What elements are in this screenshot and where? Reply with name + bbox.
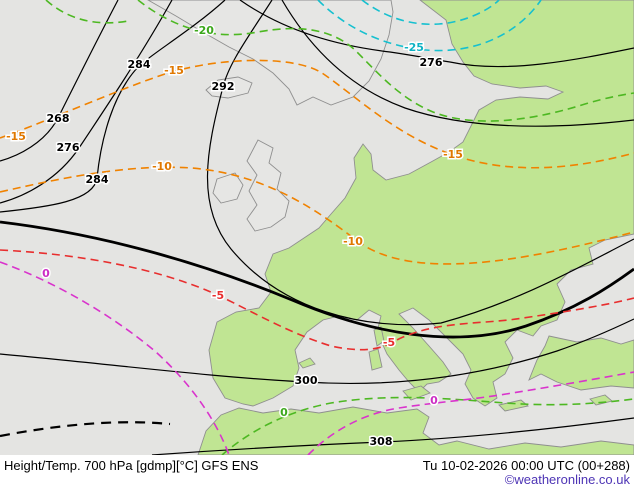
height-contour-268 — [0, 0, 119, 162]
height-label: 268 — [47, 112, 70, 125]
temp-contour-minus20 — [137, 0, 634, 122]
caption-bar: Height/Temp. 700 hPa [gdmp][°C] GFS ENS … — [0, 455, 634, 490]
island-sardinia — [368, 348, 383, 371]
run-datetime: Tu 10-02-2026 00:00 UTC (00+288) — [422, 458, 630, 473]
temp-contour-zero-south — [221, 396, 634, 455]
island-ireland — [212, 172, 244, 204]
temperature-contours — [0, 0, 634, 455]
temp-label: -10 — [343, 235, 363, 248]
land-north-africa — [197, 406, 634, 455]
height-label: 276 — [57, 141, 80, 154]
temp-label: -25 — [404, 41, 424, 54]
copyright-link[interactable]: ©weatheronline.co.uk — [504, 472, 630, 487]
temp-contour-minus25 — [317, 0, 542, 52]
temp-contour-zero-southeast — [307, 371, 634, 455]
weather-map: 268 276 284 284 292 276 300 308 -15 -15 … — [0, 0, 634, 455]
island-great-britain — [246, 139, 290, 232]
temp-label: 0 — [280, 406, 288, 419]
height-contour-296-thick — [0, 220, 634, 339]
height-contour-284-west — [0, 0, 226, 213]
height-label: 276 — [420, 56, 443, 69]
height-label: 292 — [212, 80, 235, 93]
temp-contour-minus5 — [0, 249, 634, 351]
island-iceland — [205, 76, 253, 99]
contour-labels: 268 276 284 284 292 276 300 308 -15 -15 … — [5, 23, 465, 450]
temp-label: 0 — [42, 267, 50, 280]
temp-label: -10 — [152, 160, 172, 173]
island-crete — [498, 399, 529, 412]
island-balearics — [298, 357, 316, 369]
height-contour-dashed-southwest — [0, 421, 171, 438]
temp-label: -15 — [164, 64, 184, 77]
height-contour-276-east — [239, 0, 634, 68]
temp-label: -20 — [194, 24, 214, 37]
height-label: 308 — [370, 435, 393, 448]
height-label: 284 — [86, 173, 109, 186]
height-contour-300 — [0, 318, 634, 385]
temp-label: -5 — [212, 289, 224, 302]
height-contour-292 — [206, 0, 634, 326]
temp-label: -15 — [6, 130, 26, 143]
height-label: 300 — [295, 374, 318, 387]
height-contour-284-east — [281, 0, 634, 127]
height-contour-276-west — [0, 0, 173, 204]
temp-label: 0 — [430, 394, 438, 407]
height-label: 284 — [128, 58, 151, 71]
temp-contour-minus15 — [0, 59, 634, 169]
temp-contour-minus10 — [0, 166, 634, 265]
temp-label: -5 — [383, 336, 395, 349]
temp-contour-minus25-inner — [361, 0, 500, 26]
landmasses — [147, 0, 634, 455]
height-contours — [0, 0, 634, 455]
land-europe — [208, 0, 634, 407]
temp-contour-northwest-segment — [45, 0, 129, 24]
map-canvas: 268 276 284 284 292 276 300 308 -15 -15 … — [0, 0, 634, 455]
temp-label: -15 — [443, 148, 463, 161]
land-scandinavia — [147, 0, 394, 106]
product-title: Height/Temp. 700 hPa [gdmp][°C] GFS ENS — [4, 458, 259, 473]
